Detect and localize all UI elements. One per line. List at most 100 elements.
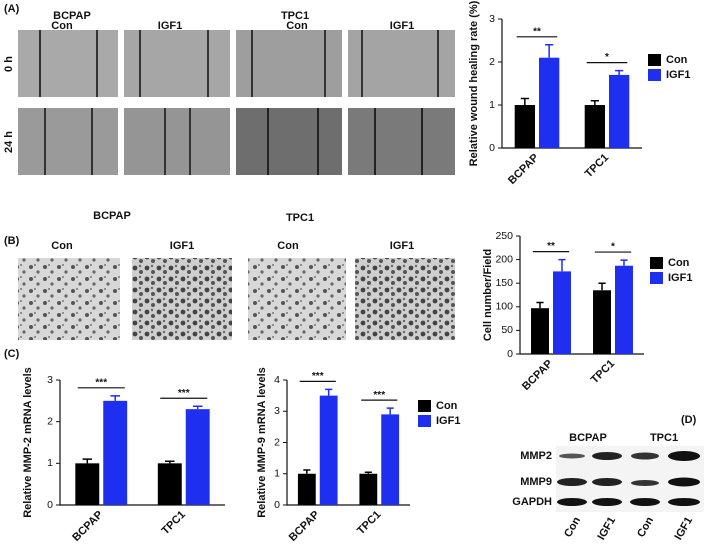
x-tick-label: TPC1 <box>160 509 188 537</box>
legend-swatch <box>418 415 431 427</box>
condition-label: Con <box>51 240 73 252</box>
legend-swatch <box>648 69 661 81</box>
bar <box>615 265 633 354</box>
y-tick-label: 2 <box>489 56 495 68</box>
bar <box>553 271 571 354</box>
error-bar <box>598 282 606 291</box>
condition-label: IGF1 <box>390 20 414 32</box>
significance-label: *** <box>312 371 324 382</box>
bar <box>185 409 210 505</box>
error-bar <box>364 471 372 474</box>
legend-swatch <box>650 272 663 284</box>
lane-label: IGF1 <box>672 515 695 542</box>
significance-label: *** <box>373 390 385 401</box>
y-tick-label: 0 <box>274 499 280 511</box>
lane-label: Con <box>562 515 583 540</box>
condition-label: IGF1 <box>170 240 194 252</box>
x-tick-label: TPC1 <box>583 152 611 180</box>
y-tick-label: 1 <box>274 468 280 480</box>
y-tick-label: 2 <box>47 415 53 427</box>
y-tick-label: 3 <box>489 13 495 25</box>
x-tick-label: TPC1 <box>355 509 383 537</box>
panel-tag: (C) <box>4 348 20 360</box>
time-label: 24 h <box>3 131 15 153</box>
error-bar <box>165 460 175 464</box>
y-axis-label: Cell number/Field <box>482 249 494 341</box>
panel-tag: (D) <box>681 414 697 426</box>
error-bar <box>386 407 394 415</box>
legend-label: Con <box>666 54 688 66</box>
error-bar <box>325 388 333 396</box>
y-tick-label: 100 <box>495 301 513 313</box>
condition-label: IGF1 <box>390 240 414 252</box>
panel-tag: (A) <box>4 3 20 15</box>
bar <box>584 105 605 148</box>
group-label: BCPAP <box>569 432 607 444</box>
error-bar <box>303 469 311 474</box>
protein-label: MMP2 <box>520 450 552 462</box>
error-bar <box>536 301 544 309</box>
x-tick-label: BCPAP <box>287 509 322 544</box>
protein-label: MMP9 <box>520 476 552 488</box>
y-tick-label: 50 <box>501 324 513 336</box>
y-axis-label: Relative MMP-9 mRNA levels <box>256 367 268 518</box>
condition-label: IGF1 <box>158 20 182 32</box>
time-label: 0 h <box>3 56 15 72</box>
y-tick-label: 0 <box>489 142 495 154</box>
bar <box>531 308 549 354</box>
legend-label: IGF1 <box>666 69 690 81</box>
condition-label: Con <box>286 20 308 32</box>
error-bar <box>192 405 203 410</box>
y-tick-label: 150 <box>495 277 513 289</box>
y-tick-label: 2 <box>274 436 280 448</box>
legend-swatch <box>648 54 661 66</box>
y-axis-label: Relative MMP-2 mRNA levels <box>22 367 34 518</box>
x-tick-label: BCPAP <box>70 509 105 544</box>
significance-label: * <box>605 52 609 63</box>
y-tick-label: 250 <box>495 230 513 242</box>
bar <box>593 290 611 354</box>
error-bar <box>82 458 93 464</box>
group-label: TPC1 <box>281 10 309 22</box>
bar <box>514 105 535 148</box>
lane-label: Con <box>635 515 656 540</box>
legend-swatch <box>650 257 663 269</box>
x-tick-label: BCPAP <box>520 358 555 393</box>
legend-label: IGF1 <box>668 272 692 284</box>
legend-label: IGF1 <box>436 415 460 427</box>
y-tick-label: 0 <box>47 499 53 511</box>
error-bar <box>590 99 599 105</box>
y-tick-label: 1 <box>489 99 495 111</box>
group-label: BCPAP <box>53 10 91 22</box>
significance-label: ** <box>533 26 541 37</box>
error-bar <box>545 44 554 58</box>
panel-tag: (B) <box>4 235 20 247</box>
bar <box>75 463 100 505</box>
bar <box>539 57 560 149</box>
group-label: TPC1 <box>286 212 314 224</box>
legend-swatch <box>418 400 431 412</box>
bar <box>157 463 182 505</box>
y-tick-label: 4 <box>274 374 280 386</box>
y-axis-label: Relative wound healing rate (%) <box>468 0 480 166</box>
bar <box>381 414 400 505</box>
x-tick-label: TPC1 <box>589 358 617 386</box>
error-bar <box>110 395 120 401</box>
bar <box>297 473 316 505</box>
significance-label: *** <box>178 388 190 399</box>
x-tick-label: BCPAP <box>506 152 541 187</box>
legend-label: Con <box>436 400 458 412</box>
bar <box>319 395 338 505</box>
error-bar <box>558 258 566 272</box>
group-label: TPC1 <box>650 432 678 444</box>
y-tick-label: 0 <box>507 348 513 360</box>
y-tick-label: 200 <box>495 253 513 265</box>
bar <box>103 400 128 505</box>
error-bar <box>615 69 624 75</box>
protein-label: GAPDH <box>512 496 552 508</box>
y-tick-label: 3 <box>274 405 280 417</box>
micrographs <box>18 30 704 512</box>
condition-label: Con <box>51 20 73 32</box>
significance-label: ** <box>547 241 555 252</box>
